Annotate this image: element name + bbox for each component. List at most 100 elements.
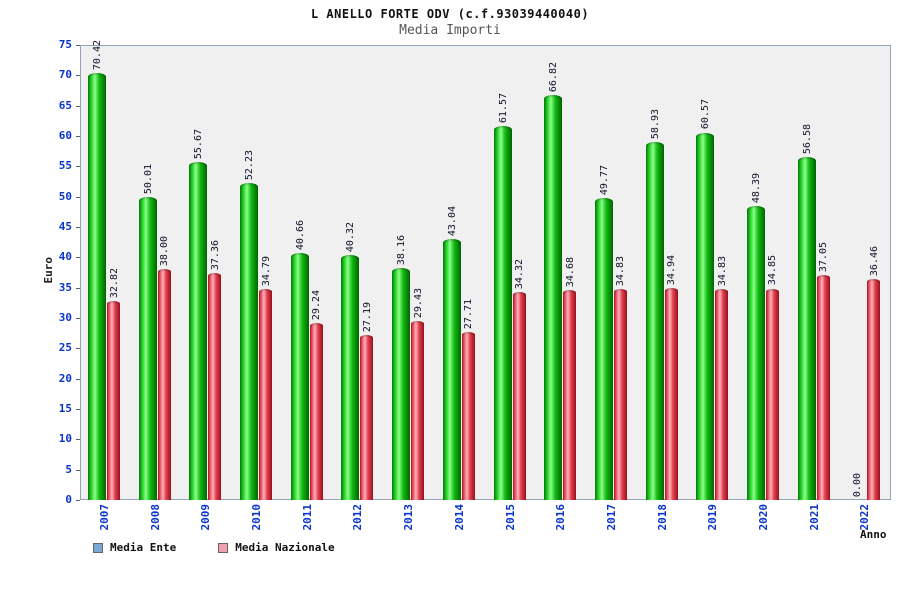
x-tick-label: 2017 [604,504,618,531]
y-tick-mark [76,45,80,46]
bar-media-nazionale-2020 [765,288,779,500]
y-tick-label: 75 [58,38,72,51]
bar-media-ente-2018 [645,142,664,500]
y-tick-label: 50 [58,189,72,203]
x-tick-label: 2016 [554,504,568,531]
y-tick-mark [76,348,80,350]
y-tick-label: 15 [58,402,72,415]
legend: Media Ente Media Nazionale [93,541,335,554]
bar-value-label: 50.01 [142,163,154,194]
bar-media-ente-2012 [341,255,360,500]
x-tick-label: 2021 [807,504,821,531]
bar-media-ente-2009 [189,162,208,500]
legend-swatch-media-nazionale [218,542,229,553]
bar-value-label: 40.66 [294,220,306,251]
bar-value-label: 40.32 [345,222,357,253]
legend-swatch-media-ente [93,542,103,553]
bar-media-ente-2014 [442,238,461,500]
y-tick-mark [76,409,80,410]
bar-value-label: 36.46 [868,245,880,276]
y-tick-mark [76,439,80,441]
x-tick-label: 2011 [300,504,314,531]
bar-value-label: 43.04 [446,205,458,236]
y-tick-label: 10 [58,432,72,446]
y-tick-label: 35 [58,280,72,294]
bar-media-nazionale-2015 [512,291,526,500]
y-tick-label: 70 [58,68,72,82]
bar-media-ente-2021 [797,156,816,500]
bar-value-label: 56.58 [801,123,813,154]
bar-value-label: 38.16 [396,235,408,266]
bar-media-ente-2020 [746,206,765,500]
bar-media-ente-2013 [392,268,411,500]
y-tick-mark [76,75,80,77]
bar-media-ente-2015 [493,126,512,500]
bar-media-nazionale-2008 [157,269,171,500]
y-tick-label: 65 [58,98,72,112]
x-tick-label: 2022 [858,504,872,531]
bar-value-label: 0.00 [852,472,864,497]
bar-media-nazionale-2011 [309,322,323,500]
x-tick-label: 2019 [706,504,720,531]
bar-value-label: 34.83 [716,255,728,286]
y-tick-mark [76,166,80,168]
bar-value-label: 34.85 [767,255,779,286]
bar-value-label: 52.23 [244,150,256,181]
legend-label-media-ente: Media Ente [110,541,177,554]
bar-value-label: 38.00 [159,236,171,267]
x-tick-label: 2012 [351,504,365,531]
legend-item-media-ente: Media Ente [93,541,176,554]
bar-value-label: 55.67 [193,129,205,160]
bar-value-label: 49.77 [598,164,610,196]
bar-value-label: 34.94 [666,254,678,286]
y-tick-mark [76,257,80,259]
bar-media-ente-2016 [544,94,563,500]
x-axis-label: Anno [860,528,887,541]
bar-value-label: 32.82 [108,267,120,298]
chart-title: L ANELLO FORTE ODV (c.f.93039440040) [310,7,590,21]
bar-value-label: 66.82 [548,61,560,92]
bar-value-label: 60.57 [700,99,712,130]
x-tick-label: 2009 [199,504,213,531]
y-tick-label: 40 [58,250,72,264]
bar-media-ente-2010 [240,183,259,500]
bar-media-nazionale-2018 [664,288,678,500]
y-tick-label: 20 [58,371,72,385]
y-tick-mark [76,227,80,228]
bar-media-nazionale-2007 [107,300,120,500]
x-tick-label: 2015 [503,504,517,531]
x-tick-label: 2014 [452,504,466,531]
legend-label-media-nazionale: Media Nazionale [235,541,335,554]
y-tick-mark [76,136,80,137]
bar-value-label: 34.83 [615,255,627,286]
y-tick-mark [76,318,80,319]
x-tick-label: 2007 [98,504,111,531]
y-tick-mark [76,500,80,501]
bar-media-ente-2017 [594,198,613,500]
x-tick-label: 2018 [655,504,669,531]
y-tick-mark [76,196,80,198]
bar-media-nazionale-2014 [461,331,475,500]
y-tick-label: 5 [65,462,72,476]
bar-value-label: 37.05 [818,242,830,273]
bar-value-label: 48.39 [750,173,762,204]
y-tick-label: 25 [58,341,72,355]
bar-media-ente-2007 [88,72,106,500]
bar-value-label: 70.42 [92,39,103,70]
y-tick-mark [76,105,80,107]
bar-value-label: 34.79 [260,255,272,286]
x-tick-label: 2008 [148,504,162,531]
bar-value-label: 27.71 [463,298,475,329]
y-tick-label: 30 [58,311,72,324]
bar-media-nazionale-2010 [259,288,273,500]
bar-value-label: 58.93 [649,109,661,140]
y-tick-label: 45 [58,220,72,233]
y-tick-mark [76,287,80,289]
bar-value-label: 61.57 [497,93,509,124]
bar-value-label: 37.36 [209,240,221,271]
y-tick-mark [76,378,80,380]
bar-media-nazionale-2017 [613,288,627,500]
x-tick-label: 2010 [250,504,264,531]
y-tick-mark [76,469,80,471]
